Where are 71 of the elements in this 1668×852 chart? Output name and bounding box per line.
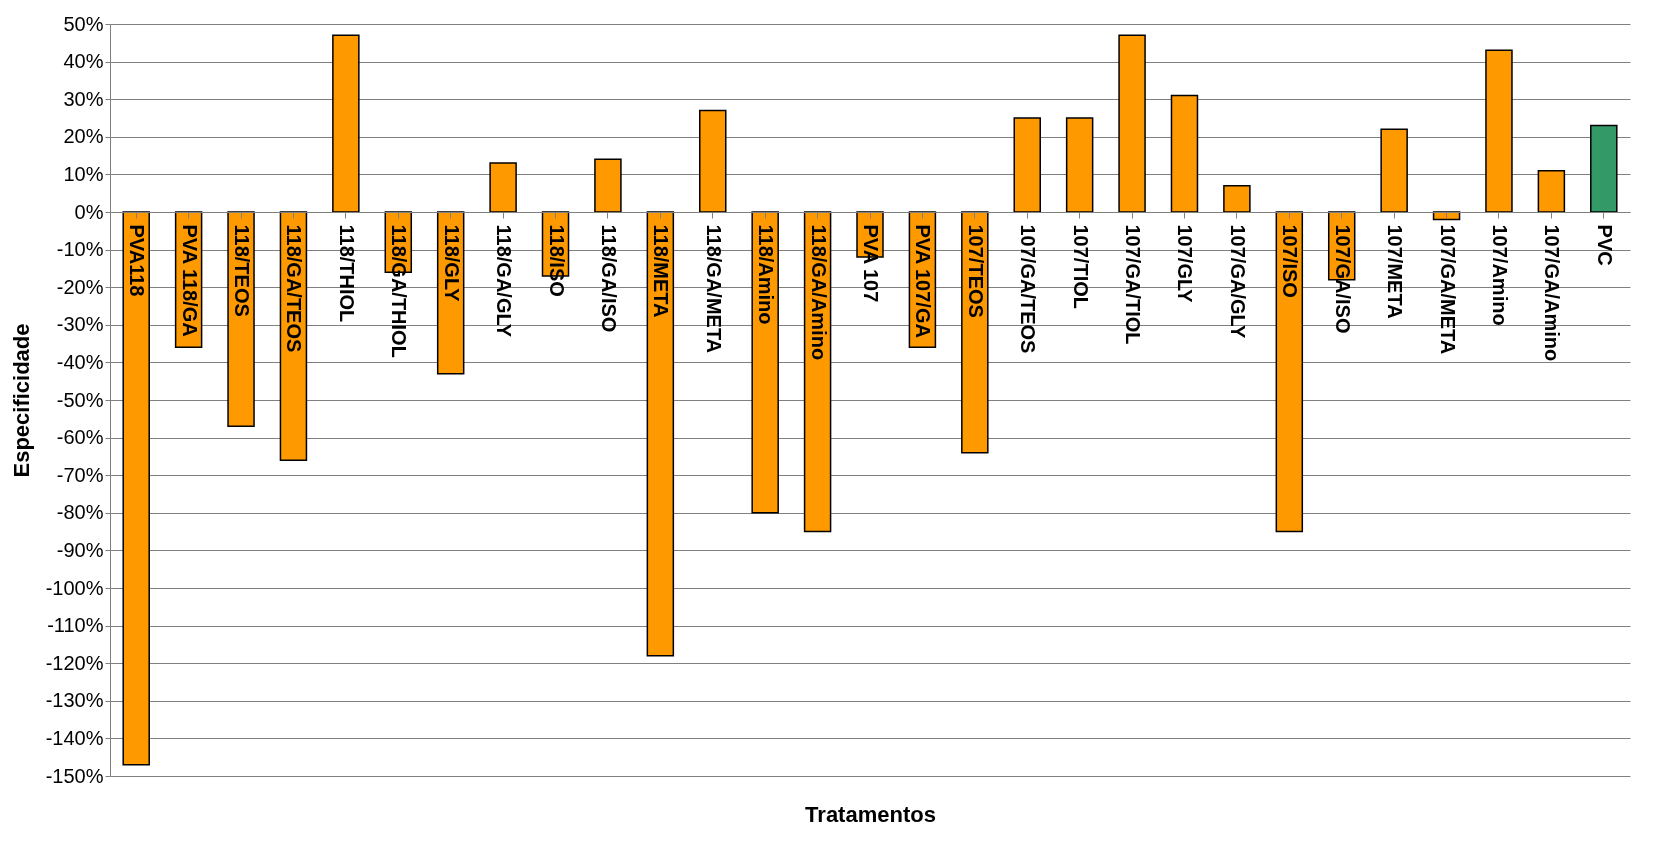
bar: [699, 109, 727, 213]
y-tick-label: -30%: [56, 313, 104, 336]
y-tick-label: -150%: [45, 764, 104, 787]
x-tick-label: 107/GA/TIOL: [1122, 224, 1145, 345]
bar: [489, 162, 517, 213]
y-tick-label: -140%: [45, 726, 104, 749]
y-tick-label: -10%: [56, 238, 104, 261]
x-tick-label: 118/THIOL: [335, 224, 358, 323]
x-tick-label: 118/TEOS: [231, 224, 254, 317]
bar: [1590, 124, 1618, 213]
y-tick-label: 0%: [74, 200, 104, 223]
y-tick-label: -50%: [56, 388, 104, 411]
x-tick-label: 107/GA/GLY: [1226, 224, 1249, 339]
y-tick-label: -70%: [56, 463, 104, 486]
x-tick-label: PVC: [1593, 224, 1616, 266]
x-tick-label: 107/GA/Amino: [1541, 224, 1564, 362]
x-tick-label: 118/META: [650, 224, 673, 318]
y-tick-label: 30%: [63, 87, 104, 110]
x-tick-label: 107/ISO: [1279, 224, 1302, 298]
y-tick-label: -110%: [47, 614, 104, 637]
y-tick-label: 40%: [63, 50, 104, 73]
x-tick-label: PVA118: [126, 224, 149, 297]
y-tick-label: -130%: [45, 689, 104, 712]
x-tick-label: PVA 118/GA: [178, 224, 201, 337]
y-tick-label: 20%: [63, 125, 104, 148]
x-tick-label: 118/GLY: [440, 224, 463, 303]
bar: [332, 34, 360, 213]
x-tick-label: 118/GA/META: [702, 224, 725, 354]
bar: [1013, 117, 1041, 213]
y-tick-label: -80%: [56, 501, 104, 524]
x-tick-label: 118/GA/TEOS: [283, 224, 306, 353]
y-tick-label: -40%: [56, 350, 104, 373]
x-tick-label: 107/Amino: [1488, 224, 1511, 326]
x-tick-label: 107/TIOL: [1069, 224, 1092, 309]
bar: [122, 211, 150, 766]
x-tick-label: 107/TEOS: [964, 224, 987, 318]
x-tick-label: 118/GA/GLY: [493, 224, 516, 338]
y-tick-label: -120%: [45, 651, 104, 674]
y-tick-label: 50%: [63, 12, 104, 35]
x-tick-label: PVA 107: [860, 224, 882, 303]
bar: [1537, 169, 1566, 213]
y-tick-label: -60%: [56, 426, 104, 449]
x-tick-label: 107/GLY: [1174, 224, 1197, 304]
y-tick-label: -100%: [45, 576, 104, 599]
x-tick-label: 107/GA/META: [1436, 224, 1459, 355]
x-tick-label: PVA 107/GA: [912, 224, 935, 338]
bar: [1065, 117, 1094, 213]
x-tick-label: 118/Amino: [755, 224, 778, 325]
bar: [751, 211, 779, 514]
x-tick-label: 107/GA/TEOS: [1017, 224, 1040, 354]
bar: [594, 158, 622, 213]
y-tick-label: 10%: [63, 162, 104, 185]
x-axis-title: Tratamentos: [805, 801, 936, 827]
bar: [1275, 211, 1304, 533]
bar: [1118, 34, 1146, 213]
x-tick-label: 118/GA/ISO: [597, 224, 620, 333]
y-axis-title: Especificidade: [8, 323, 34, 478]
bar: [1485, 49, 1513, 213]
bar: [961, 211, 989, 454]
bar: [1223, 184, 1251, 213]
x-tick-label: 107/META: [1384, 224, 1407, 319]
bar: [1170, 94, 1199, 213]
x-tick-label: 118/ISO: [545, 224, 568, 297]
x-tick-label: 118/GA/Amino: [807, 224, 830, 361]
x-tick-label: 107/GA/ISO: [1331, 224, 1354, 334]
bar: [646, 211, 675, 657]
x-tick-label: 118/GA/THIOL: [388, 224, 411, 358]
y-tick-label: -90%: [56, 538, 104, 561]
y-tick-label: -20%: [56, 275, 104, 298]
bar: [1380, 128, 1408, 213]
bar: [227, 211, 255, 428]
